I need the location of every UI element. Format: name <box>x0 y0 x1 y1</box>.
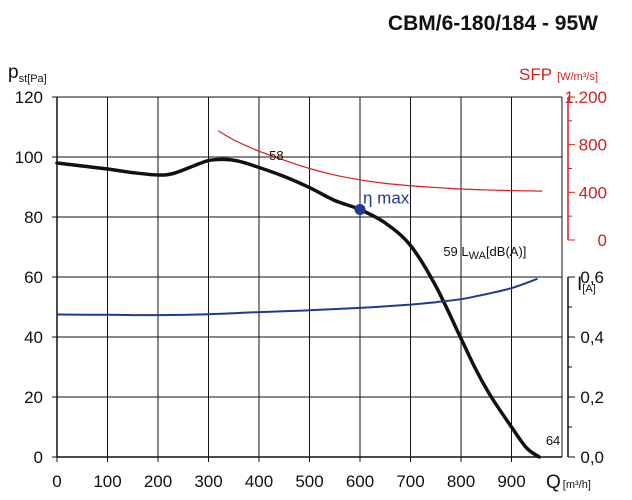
sound-level-label: 59 LWA[dB(A)] <box>443 244 526 262</box>
x-axis-ticks: 0 100 200 300 400 500 600 700 800 900 <box>52 457 526 491</box>
current-tick-label: 0,2 <box>580 388 604 407</box>
sfp-tick-label: 0 <box>598 231 607 250</box>
x-axis-label: Q [m³/h] <box>546 472 591 493</box>
eta-max-group: η max <box>354 189 410 215</box>
sfp-tick-label: 800 <box>579 136 607 155</box>
x-tick-label: 0 <box>52 472 61 491</box>
series-line-sfp <box>218 130 543 192</box>
x-axis-unit: [m³/h] <box>563 479 591 491</box>
sfp-axis-ticks: 0 400 800 1.200 <box>564 88 607 250</box>
x-tick-label: 700 <box>396 472 424 491</box>
current-tick-label: 0,4 <box>580 328 604 347</box>
y-left-tick-label: 100 <box>15 148 43 167</box>
sound-level-label: 64 <box>546 433 560 448</box>
y-left-tick-label: 80 <box>24 208 43 227</box>
series-line-pressure <box>55 157 542 459</box>
y-left-tick-label: 120 <box>15 88 43 107</box>
series-group <box>55 130 543 459</box>
x-tick-label: 100 <box>93 472 121 491</box>
sound-level-value: 59 L <box>443 244 468 259</box>
current-tick-label: 0,0 <box>580 448 604 467</box>
y-left-tick-label: 0 <box>34 448 43 467</box>
sfp-axis-unit: [W/m³/s] <box>557 71 598 83</box>
eta-max-point <box>354 204 366 215</box>
chart-title: CBM/6-180/184 - 95W <box>388 12 598 35</box>
x-axis-label-main: Q <box>546 472 561 493</box>
x-tick-label: 300 <box>194 472 222 491</box>
y-left-axis-label-main: p <box>8 62 19 83</box>
current-axis-label-main: I <box>577 274 582 295</box>
x-tick-label: 200 <box>144 472 172 491</box>
sfp-axis-label: SFP [W/m³/s] <box>519 65 598 84</box>
y-left-axis-label: pst[Pa] <box>8 62 47 85</box>
current-axis-label: I[A] <box>577 274 596 295</box>
x-tick-label: 400 <box>245 472 273 491</box>
sound-level-subscript: WA <box>469 250 487 262</box>
sound-level-label: 58 <box>269 148 283 163</box>
sfp-tick-label: 1.200 <box>564 88 607 107</box>
sound-level-value: 64 <box>546 433 560 448</box>
sound-level-unit: [dB(A)] <box>486 244 526 259</box>
sfp-axis-label-main: SFP <box>519 65 552 84</box>
x-tick-label: 800 <box>447 472 475 491</box>
y-left-axis-label-sub: st[Pa] <box>19 73 47 85</box>
sfp-tick-label: 400 <box>579 183 607 202</box>
x-tick-label: 900 <box>497 472 525 491</box>
current-axis-unit: [A] <box>582 283 595 295</box>
series-line-current <box>56 278 538 317</box>
x-tick-label: 600 <box>346 472 374 491</box>
current-tick-label: 0,6 <box>580 268 604 287</box>
y-left-tick-label: 20 <box>24 388 43 407</box>
current-axis-ticks: 0,0 0,2 0,4 0,6 <box>567 268 604 467</box>
sound-level-value: 58 <box>269 148 283 163</box>
y-left-tick-label: 40 <box>24 328 43 347</box>
y-left-axis-ticks: 0 20 40 60 80 100 120 <box>15 88 57 467</box>
y-left-tick-label: 60 <box>24 268 43 287</box>
annotation-group: 58 59 LWA[dB(A)] 64 <box>269 148 560 448</box>
eta-max-label: η max <box>363 189 410 208</box>
x-tick-label: 500 <box>295 472 323 491</box>
